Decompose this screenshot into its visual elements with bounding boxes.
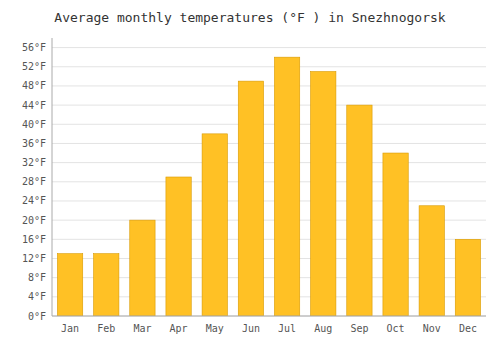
x-tick-label: Feb xyxy=(97,323,115,334)
y-tick-label: 56°F xyxy=(22,42,46,53)
chart-container: Average monthly temperatures (°F ) in Sn… xyxy=(0,0,500,350)
grid-line xyxy=(52,66,486,67)
grid-line xyxy=(52,124,486,125)
x-tick-label: Apr xyxy=(170,323,188,334)
y-tick-label: 28°F xyxy=(22,176,46,187)
y-tick-label: 48°F xyxy=(22,80,46,91)
x-tick-label: Sep xyxy=(350,323,368,334)
grid-line xyxy=(52,105,486,106)
bar xyxy=(94,254,119,316)
bar xyxy=(202,134,227,316)
bar xyxy=(57,254,82,316)
y-tick-label: 0°F xyxy=(28,311,46,322)
y-tick-label: 44°F xyxy=(22,100,46,111)
grid-line xyxy=(52,200,486,201)
grid-line xyxy=(52,85,486,86)
bar xyxy=(419,206,444,316)
bar xyxy=(238,81,263,316)
y-tick-label: 8°F xyxy=(28,272,46,283)
y-tick-label: 16°F xyxy=(22,234,46,245)
grid-line xyxy=(52,162,486,163)
y-tick-label: 52°F xyxy=(22,61,46,72)
y-tick-label: 32°F xyxy=(22,157,46,168)
y-tick-label: 12°F xyxy=(22,253,46,264)
bar xyxy=(311,72,336,316)
y-tick-label: 24°F xyxy=(22,195,46,206)
x-axis-line xyxy=(52,316,486,317)
x-tick-label: Jul xyxy=(278,323,296,334)
grid-line xyxy=(52,143,486,144)
x-tick-label: Jun xyxy=(242,323,260,334)
x-tick-label: Dec xyxy=(459,323,477,334)
chart-title: Average monthly temperatures (°F ) in Sn… xyxy=(54,10,446,25)
y-tick-label: 40°F xyxy=(22,119,46,130)
bar xyxy=(130,220,155,316)
y-tick-label: 20°F xyxy=(22,215,46,226)
bar xyxy=(166,177,191,316)
bar xyxy=(274,57,299,316)
x-tick-label: Jan xyxy=(61,323,79,334)
grid-line xyxy=(52,316,486,317)
y-tick-label: 4°F xyxy=(28,291,46,302)
x-tick-label: Oct xyxy=(387,323,405,334)
chart-svg: Average monthly temperatures (°F ) in Sn… xyxy=(0,0,500,350)
bar xyxy=(383,153,408,316)
y-grid xyxy=(52,48,486,316)
x-tick-label: Nov xyxy=(423,323,441,334)
x-tick-labels: Jan Feb Mar Apr May Jun Jul Aug Sep Oct Nov Dec xyxy=(61,323,477,334)
bar xyxy=(347,105,372,316)
x-tick-label: Mar xyxy=(133,323,151,334)
grid-line xyxy=(52,47,486,48)
y-tick-label: 36°F xyxy=(22,138,46,149)
x-tick-label: May xyxy=(206,323,224,334)
y-tick-labels: 0°F 4°F 8°F 12°F 16°F 20°F 24°F 28°F 32°F 36°F 40°… xyxy=(22,42,46,321)
bar xyxy=(455,239,480,316)
y-axis-line xyxy=(52,38,53,316)
x-tick-label: Aug xyxy=(314,323,332,334)
bars xyxy=(57,57,480,316)
grid-line xyxy=(52,181,486,182)
